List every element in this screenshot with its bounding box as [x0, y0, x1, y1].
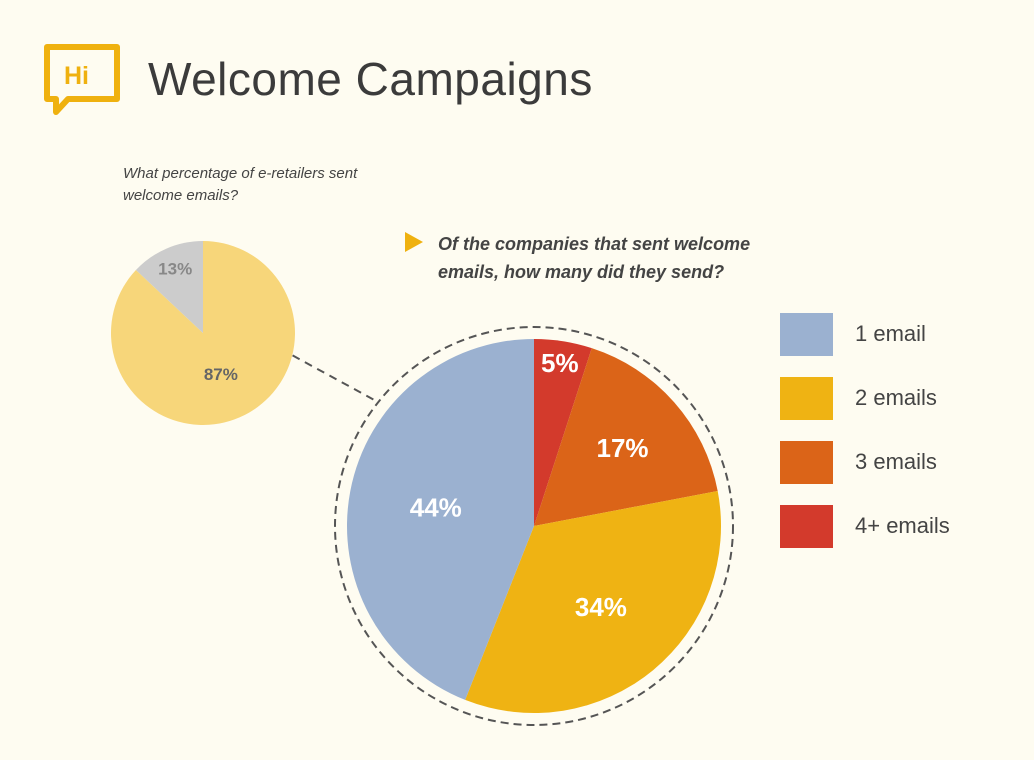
data-label: 5%: [541, 348, 579, 378]
legend-swatch: [780, 504, 833, 548]
pie-slice: [534, 339, 592, 526]
data-label: 13%: [158, 260, 192, 279]
legend-label: 3 emails: [855, 449, 937, 474]
legend-label: 1 email: [855, 321, 926, 346]
logo-text: Hi: [64, 62, 89, 90]
pie-slice: [110, 241, 295, 426]
pie-slice: [346, 339, 534, 700]
logo-icon: Hi: [44, 44, 120, 115]
pie-slice: [465, 490, 721, 714]
page-title: Welcome Campaigns: [148, 53, 593, 105]
legend-label: 2 emails: [855, 385, 937, 410]
triangle-bullet-icon: [405, 232, 423, 252]
zoom-circle: [334, 326, 734, 726]
small-chart-title: What percentage of e-retailers sent welc…: [123, 165, 358, 204]
legend-label: 4+ emails: [855, 513, 950, 538]
legend-swatch: [780, 312, 833, 356]
legend-item: 2 emails: [780, 376, 937, 420]
data-label: 17%: [596, 433, 648, 463]
legend-item: 4+ emails: [780, 504, 950, 548]
legend-swatch: [780, 376, 833, 420]
pie-slice: [534, 348, 718, 526]
big-chart-title: Of the companies that sent welcome email…: [438, 234, 751, 282]
legend-swatch: [780, 440, 833, 484]
data-label: 87%: [204, 365, 238, 384]
pie-slice: [135, 241, 203, 333]
legend-item: 3 emails: [780, 440, 937, 484]
data-label: 34%: [575, 592, 627, 622]
data-label: 44%: [410, 492, 462, 522]
legend-item: 1 email: [780, 312, 926, 356]
